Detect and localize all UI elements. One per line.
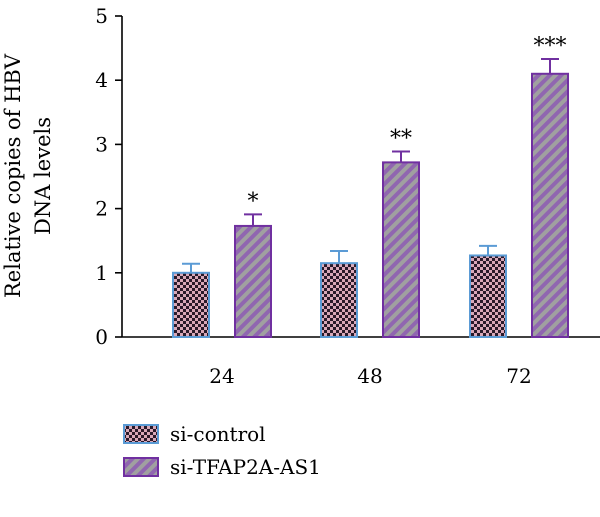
legend-label: si-TFAP2A-AS1 [170, 455, 321, 479]
legend-swatch [123, 424, 159, 444]
legend-label: si-control [170, 422, 266, 446]
y-tick-label: 5 [95, 4, 108, 28]
x-tick-label: 24 [209, 364, 234, 388]
significance-label: * [248, 189, 259, 214]
x-tick-label: 72 [506, 364, 531, 388]
x-tick-label: 48 [357, 364, 382, 388]
significance-label: ** [390, 126, 412, 151]
bar [320, 262, 358, 339]
bar [234, 224, 272, 339]
bar [172, 271, 210, 338]
legend-swatch [123, 457, 159, 477]
y-tick-label: 0 [95, 325, 108, 349]
y-axis-label-line-2: DNA levels [31, 117, 55, 235]
y-tick-label: 3 [95, 132, 108, 156]
significance-label: *** [534, 34, 567, 59]
bar [469, 254, 507, 338]
y-axis-label-line-1: Relative copies of HBV [1, 53, 25, 298]
y-tick-label: 2 [95, 197, 108, 221]
y-tick-label: 4 [95, 68, 108, 92]
bar [382, 161, 420, 338]
y-tick-label: 1 [95, 261, 108, 285]
bar [531, 72, 569, 338]
